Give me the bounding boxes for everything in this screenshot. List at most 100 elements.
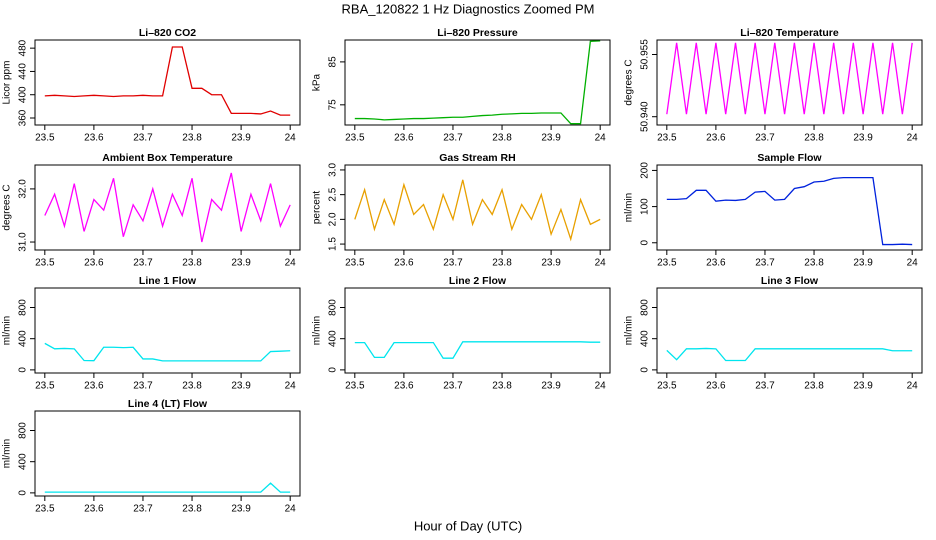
y-tick-label: 2.0	[328, 212, 339, 226]
y-tick-label: 50.940	[640, 101, 651, 132]
x-tick-label: 23.5	[35, 381, 55, 392]
y-tick-label: 31.0	[18, 232, 29, 252]
data-line	[354, 40, 601, 125]
x-tick-label: 23.8	[182, 504, 202, 515]
x-tick-label: 23.8	[182, 381, 202, 392]
x-tick-label: 23.8	[804, 258, 824, 269]
panel-title: Gas Stream RH	[439, 152, 515, 164]
x-tick-label: 23.6	[394, 381, 414, 392]
x-tick-label: 23.6	[706, 133, 726, 144]
x-tick-label: 24	[285, 381, 297, 392]
y-tick-label: 0	[18, 490, 29, 496]
plot-frame	[34, 287, 301, 374]
x-tick-label: 23.8	[492, 381, 512, 392]
y-tick-label: 2.5	[328, 187, 339, 201]
y-tick-label: 0	[640, 367, 651, 373]
y-tick-label: 800	[18, 299, 29, 316]
x-tick-label: 24	[907, 133, 919, 144]
x-tick-label: 23.8	[182, 258, 202, 269]
x-tick-label: 23.9	[231, 258, 251, 269]
panel-title: Sample Flow	[757, 152, 822, 164]
y-axis-label: Licor ppm	[2, 61, 13, 105]
x-tick-label: 23.5	[35, 504, 55, 515]
y-axis-label: degrees C	[624, 59, 635, 105]
y-tick-label: 75	[328, 99, 339, 111]
x-tick-label: 23.9	[541, 381, 561, 392]
panel-title: Line 1 Flow	[139, 275, 197, 287]
x-tick-label: 23.6	[84, 258, 104, 269]
data-line	[44, 342, 291, 362]
plot-frame	[34, 39, 301, 126]
x-tick-label: 23.5	[657, 133, 677, 144]
y-tick-label: 1.5	[328, 237, 339, 251]
panel-title: Li–820 Temperature	[740, 27, 839, 39]
data-line	[666, 177, 913, 246]
y-tick-label: 85	[328, 56, 339, 68]
plot-frame	[344, 287, 611, 374]
x-tick-label: 23.5	[345, 258, 365, 269]
y-tick-label: 800	[18, 422, 29, 439]
x-tick-label: 23.6	[394, 258, 414, 269]
panel-title: Li–820 CO2	[139, 27, 196, 39]
plot-frame	[34, 164, 301, 251]
x-tick-label: 23.9	[231, 381, 251, 392]
x-tick-label: 23.9	[541, 133, 561, 144]
x-tick-label: 24	[907, 258, 919, 269]
x-tick-label: 23.5	[35, 258, 55, 269]
y-axis-label: degrees C	[2, 184, 13, 230]
y-tick-label: 440	[18, 63, 29, 80]
data-line	[44, 482, 291, 493]
y-tick-label: 400	[18, 330, 29, 347]
x-tick-label: 23.7	[133, 504, 153, 515]
x-tick-label: 23.7	[133, 258, 153, 269]
y-tick-label: 400	[328, 330, 339, 347]
data-line	[666, 42, 913, 115]
x-tick-label: 23.8	[804, 381, 824, 392]
x-tick-label: 24	[285, 258, 297, 269]
y-axis-label: ml/min	[312, 316, 323, 345]
x-tick-label: 23.7	[443, 258, 463, 269]
x-tick-label: 24	[285, 504, 297, 515]
x-tick-label: 23.9	[231, 133, 251, 144]
x-tick-label: 23.8	[492, 258, 512, 269]
x-tick-label: 23.8	[182, 133, 202, 144]
panel-title: Line 3 Flow	[761, 275, 819, 287]
y-tick-label: 400	[18, 86, 29, 103]
y-tick-label: 400	[18, 453, 29, 470]
y-tick-label: 0	[328, 367, 339, 373]
y-axis-label: kPa	[312, 73, 323, 91]
y-tick-label: 50.955	[640, 39, 651, 70]
x-tick-label: 23.6	[84, 381, 104, 392]
x-tick-label: 23.7	[133, 381, 153, 392]
y-tick-label: 100	[640, 198, 651, 215]
y-axis-label: ml/min	[2, 439, 13, 468]
plot-frame	[656, 164, 923, 251]
plot-frame	[656, 39, 923, 126]
x-tick-label: 24	[285, 133, 297, 144]
y-axis-label: ml/min	[2, 316, 13, 345]
data-line	[354, 341, 601, 359]
panel-title: Ambient Box Temperature	[102, 152, 233, 164]
y-axis-label: ml/min	[624, 316, 635, 345]
plot-frame	[34, 410, 301, 497]
x-tick-label: 23.5	[657, 381, 677, 392]
plot-frame	[656, 287, 923, 374]
y-tick-label: 360	[18, 109, 29, 126]
x-tick-label: 23.8	[492, 133, 512, 144]
x-tick-label: 23.7	[133, 133, 153, 144]
x-axis-label: Hour of Day (UTC)	[414, 518, 522, 533]
x-tick-label: 23.6	[84, 504, 104, 515]
panel-title: Line 2 Flow	[449, 275, 507, 287]
x-tick-label: 23.5	[345, 133, 365, 144]
x-tick-label: 23.6	[84, 133, 104, 144]
x-tick-label: 23.6	[706, 258, 726, 269]
y-tick-label: 800	[328, 299, 339, 316]
x-tick-label: 23.7	[755, 258, 775, 269]
y-tick-label: 0	[18, 367, 29, 373]
x-tick-label: 23.7	[755, 381, 775, 392]
panel-title: Line 4 (LT) Flow	[128, 398, 208, 410]
x-tick-label: 23.5	[345, 381, 365, 392]
plot-frame	[344, 39, 611, 126]
x-tick-label: 23.9	[853, 381, 873, 392]
